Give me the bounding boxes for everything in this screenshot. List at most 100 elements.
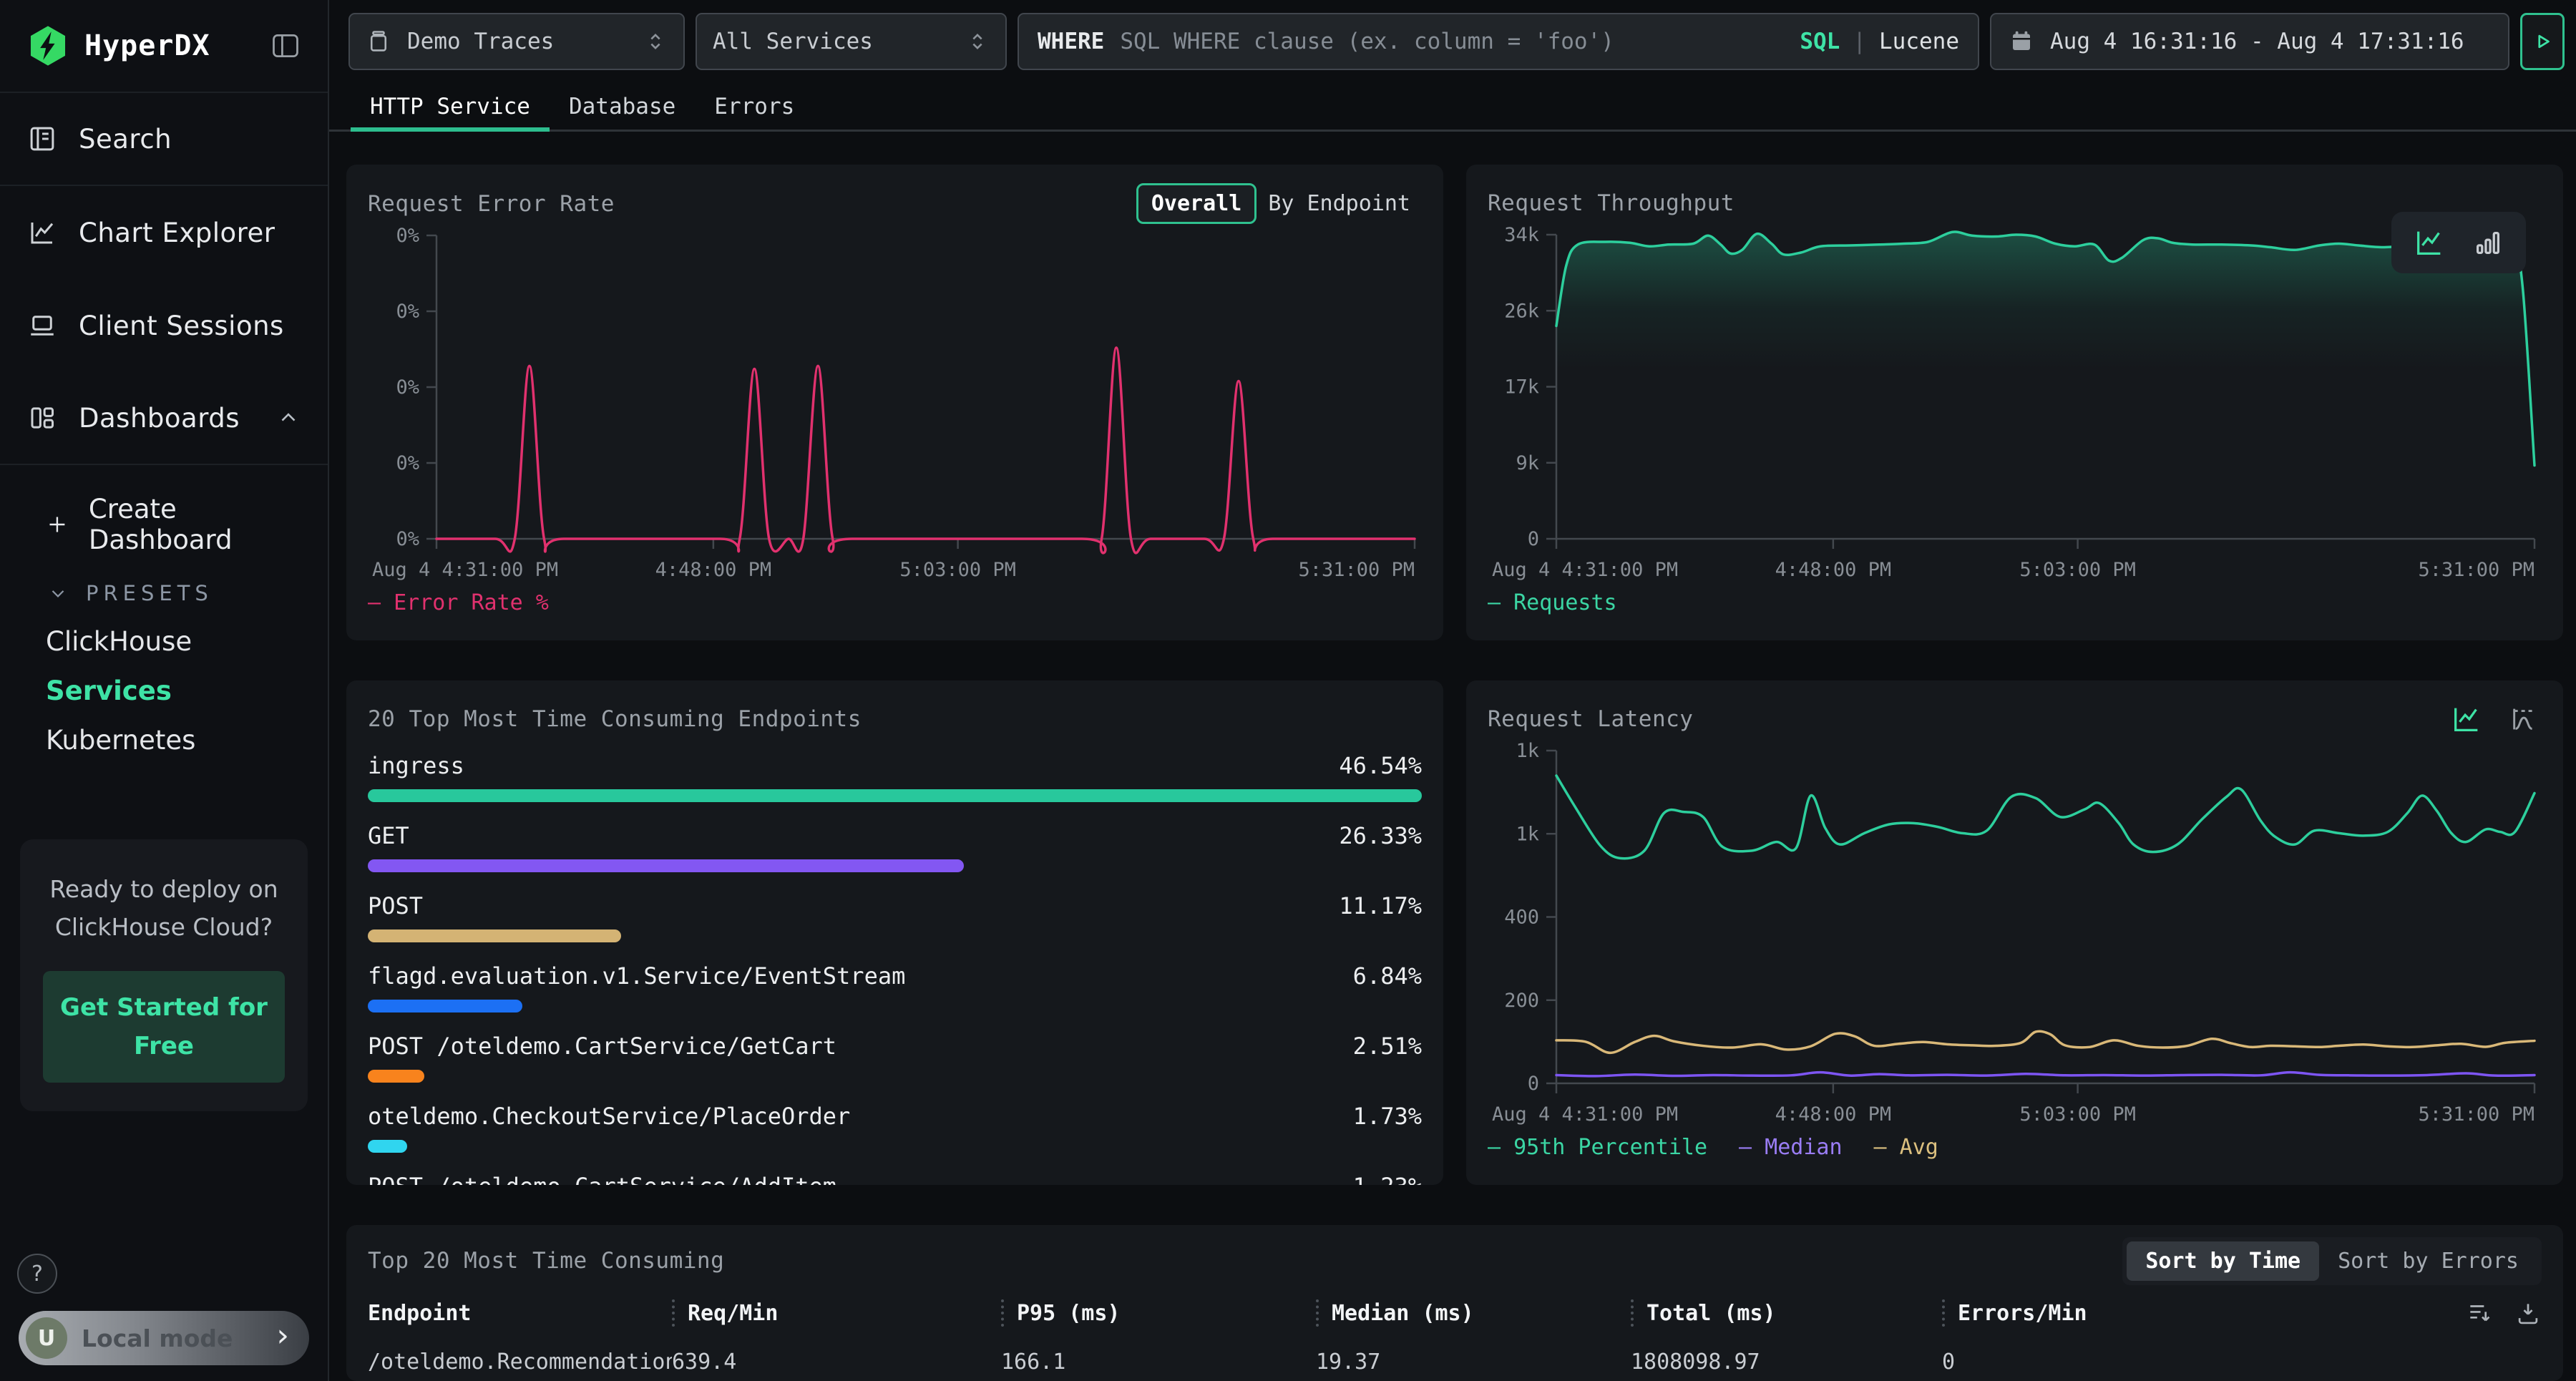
logo[interactable]: HyperDX bbox=[26, 24, 210, 68]
app-title: HyperDX bbox=[84, 29, 210, 62]
collapse-sidebar-button[interactable] bbox=[269, 29, 302, 62]
endpoint-label: flagd.evaluation.v1.Service/EventStream bbox=[368, 962, 905, 990]
time-range-picker[interactable]: Aug 4 16:31:16 - Aug 4 17:31:16 bbox=[1990, 13, 2509, 70]
sql-mode-button[interactable]: SQL bbox=[1800, 29, 1840, 54]
sidebar-item-clickhouse[interactable]: ClickHouse bbox=[0, 617, 328, 666]
error-rate-mode-toggle: Overall By Endpoint bbox=[1136, 183, 1422, 224]
svg-text:400: 400 bbox=[1504, 907, 1539, 929]
sidebar-item-label: Search bbox=[79, 124, 172, 155]
create-dashboard-button[interactable]: Create Dashboard bbox=[0, 478, 328, 562]
search-icon bbox=[27, 124, 57, 154]
sidebar-item-search[interactable]: Search bbox=[0, 93, 328, 186]
table-column-header[interactable]: Errors/Min bbox=[1942, 1299, 2128, 1327]
table-cell: /oteldemo.RecommendationServ bbox=[368, 1350, 672, 1375]
help-button[interactable]: ? bbox=[17, 1254, 57, 1294]
svg-text:Aug 4 4:31:00 PM: Aug 4 4:31:00 PM bbox=[1492, 559, 1678, 581]
legend-item[interactable]: — Requests bbox=[1488, 590, 1617, 615]
table-column-header[interactable]: P95 (ms) bbox=[1001, 1299, 1316, 1327]
line-chart-icon[interactable] bbox=[2413, 226, 2446, 259]
service-select[interactable]: All Services bbox=[696, 13, 1007, 70]
endpoints-panel: 20 Top Most Time Consuming Endpoints ing… bbox=[346, 680, 1443, 1185]
sidebar-item-label: Chart Explorer bbox=[79, 218, 275, 248]
tab-errors[interactable]: Errors bbox=[695, 83, 814, 130]
latency-chart[interactable]: 1k1k4002000Aug 4 4:31:00 PM4:48:00 PM5:0… bbox=[1488, 739, 2542, 1128]
run-query-button[interactable] bbox=[2520, 13, 2565, 70]
svg-text:4:48:00 PM: 4:48:00 PM bbox=[1775, 559, 1892, 581]
bar-chart-icon[interactable] bbox=[2472, 226, 2504, 259]
select-chevrons-icon bbox=[643, 29, 668, 54]
local-mode-pill[interactable]: U Local mode › bbox=[19, 1311, 309, 1365]
sidebar-nav: Search Chart Explorer Client Sessions bbox=[0, 92, 328, 465]
table-column-header[interactable]: Req/Min bbox=[672, 1299, 1001, 1327]
presets-label: PRESETS bbox=[86, 581, 213, 605]
endpoint-item[interactable]: flagd.evaluation.v1.Service/EventStream6… bbox=[368, 962, 1422, 1012]
error-rate-chart[interactable]: 0%0%0%0%0%Aug 4 4:31:00 PM4:48:00 PM5:03… bbox=[368, 224, 1422, 583]
sidebar-item-kubernetes[interactable]: Kubernetes bbox=[0, 716, 328, 765]
column-resize-handle[interactable] bbox=[1001, 1299, 1004, 1327]
error-rate-legend: — Error Rate % bbox=[368, 583, 1422, 622]
select-chevrons-icon bbox=[965, 29, 990, 54]
legend-item[interactable]: — Median bbox=[1739, 1135, 1843, 1160]
chart-explorer-icon bbox=[27, 218, 57, 248]
sort-by-time-button[interactable]: Sort by Time bbox=[2127, 1241, 2319, 1281]
dashboard-tabs: HTTP Service Database Errors bbox=[329, 83, 2576, 132]
endpoint-item[interactable]: GET26.33% bbox=[368, 822, 1422, 872]
tab-database[interactable]: Database bbox=[550, 83, 695, 130]
sidebar-item-dashboards[interactable]: Dashboards bbox=[0, 372, 328, 465]
overall-button[interactable]: Overall bbox=[1136, 183, 1257, 224]
table-cell: 1808098.97 bbox=[1631, 1350, 1942, 1375]
throughput-chart[interactable]: 34k26k17k9k0Aug 4 4:31:00 PM4:48:00 PM5:… bbox=[1488, 223, 2542, 583]
lucene-mode-button[interactable]: Lucene bbox=[1879, 29, 1959, 54]
legend-item[interactable]: — 95th Percentile bbox=[1488, 1135, 1707, 1160]
panel-title: Request Error Rate bbox=[368, 191, 615, 217]
table-column-header[interactable]: Total (ms) bbox=[1631, 1299, 1942, 1327]
endpoint-item[interactable]: oteldemo.CheckoutService/PlaceOrder1.73% bbox=[368, 1103, 1422, 1153]
endpoint-label: oteldemo.CheckoutService/PlaceOrder bbox=[368, 1103, 850, 1130]
table-header-icons bbox=[2466, 1299, 2542, 1327]
avatar: U bbox=[26, 1317, 67, 1359]
download-icon[interactable] bbox=[2514, 1299, 2542, 1327]
endpoint-item[interactable]: POST11.17% bbox=[368, 892, 1422, 942]
latency-chart-type-switcher bbox=[2450, 703, 2542, 736]
distribution-icon[interactable] bbox=[2509, 703, 2542, 736]
column-resize-handle[interactable] bbox=[1316, 1299, 1319, 1327]
column-resize-handle[interactable] bbox=[672, 1299, 675, 1327]
svg-text:0%: 0% bbox=[396, 452, 419, 474]
endpoint-label: POST /oteldemo.CartService/AddItem bbox=[368, 1173, 836, 1185]
clickhouse-cloud-promo: Ready to deploy on ClickHouse Cloud? Get… bbox=[20, 839, 308, 1111]
line-chart-icon[interactable] bbox=[2450, 703, 2483, 736]
column-resize-handle[interactable] bbox=[1942, 1299, 1945, 1327]
dashboard-content: Request Error Rate Overall By Endpoint 0… bbox=[329, 132, 2576, 1381]
table-column-header[interactable]: Endpoint bbox=[368, 1301, 672, 1326]
endpoint-percent: 26.33% bbox=[1339, 822, 1422, 849]
plus-icon bbox=[44, 512, 70, 537]
source-select[interactable]: Demo Traces bbox=[348, 13, 685, 70]
table-row[interactable]: /oteldemo.RecommendationServ639.4166.119… bbox=[368, 1350, 2542, 1375]
client-sessions-icon bbox=[27, 311, 57, 341]
play-icon bbox=[2530, 29, 2555, 54]
sidebar-item-services[interactable]: Services bbox=[0, 666, 328, 716]
panel-title: 20 Top Most Time Consuming Endpoints bbox=[368, 706, 862, 732]
endpoint-item[interactable]: ingress46.54% bbox=[368, 752, 1422, 802]
endpoint-bar bbox=[368, 789, 1422, 802]
sort-by-errors-button[interactable]: Sort by Errors bbox=[2319, 1241, 2537, 1281]
endpoint-item[interactable]: POST /oteldemo.CartService/GetCart2.51% bbox=[368, 1033, 1422, 1083]
legend-item[interactable]: — Error Rate % bbox=[368, 590, 549, 615]
presets-toggle[interactable]: PRESETS bbox=[0, 562, 328, 617]
sidebar-item-client-sessions[interactable]: Client Sessions bbox=[0, 279, 328, 372]
endpoint-percent: 11.17% bbox=[1339, 892, 1422, 919]
get-started-button[interactable]: Get Started for Free bbox=[43, 971, 285, 1083]
legend-item[interactable]: — Avg bbox=[1874, 1135, 1938, 1160]
by-endpoint-button[interactable]: By Endpoint bbox=[1257, 185, 1422, 222]
table-column-header[interactable]: Median (ms) bbox=[1316, 1299, 1631, 1327]
svg-text:26k: 26k bbox=[1504, 300, 1539, 322]
table-panel: Top 20 Most Time Consuming Sort by Time … bbox=[346, 1225, 2563, 1381]
tab-http-service[interactable]: HTTP Service bbox=[351, 83, 550, 130]
svg-text:Aug 4 4:31:00 PM: Aug 4 4:31:00 PM bbox=[372, 559, 558, 581]
throughput-legend: — Requests bbox=[1488, 583, 2542, 622]
search-input[interactable]: WHERE SQL WHERE clause (ex. column = 'fo… bbox=[1018, 13, 1979, 70]
column-resize-handle[interactable] bbox=[1631, 1299, 1634, 1327]
column-settings-icon[interactable] bbox=[2466, 1299, 2493, 1327]
endpoint-item[interactable]: POST /oteldemo.CartService/AddItem1.23% bbox=[368, 1173, 1422, 1185]
sidebar-item-chart-explorer[interactable]: Chart Explorer bbox=[0, 186, 328, 279]
